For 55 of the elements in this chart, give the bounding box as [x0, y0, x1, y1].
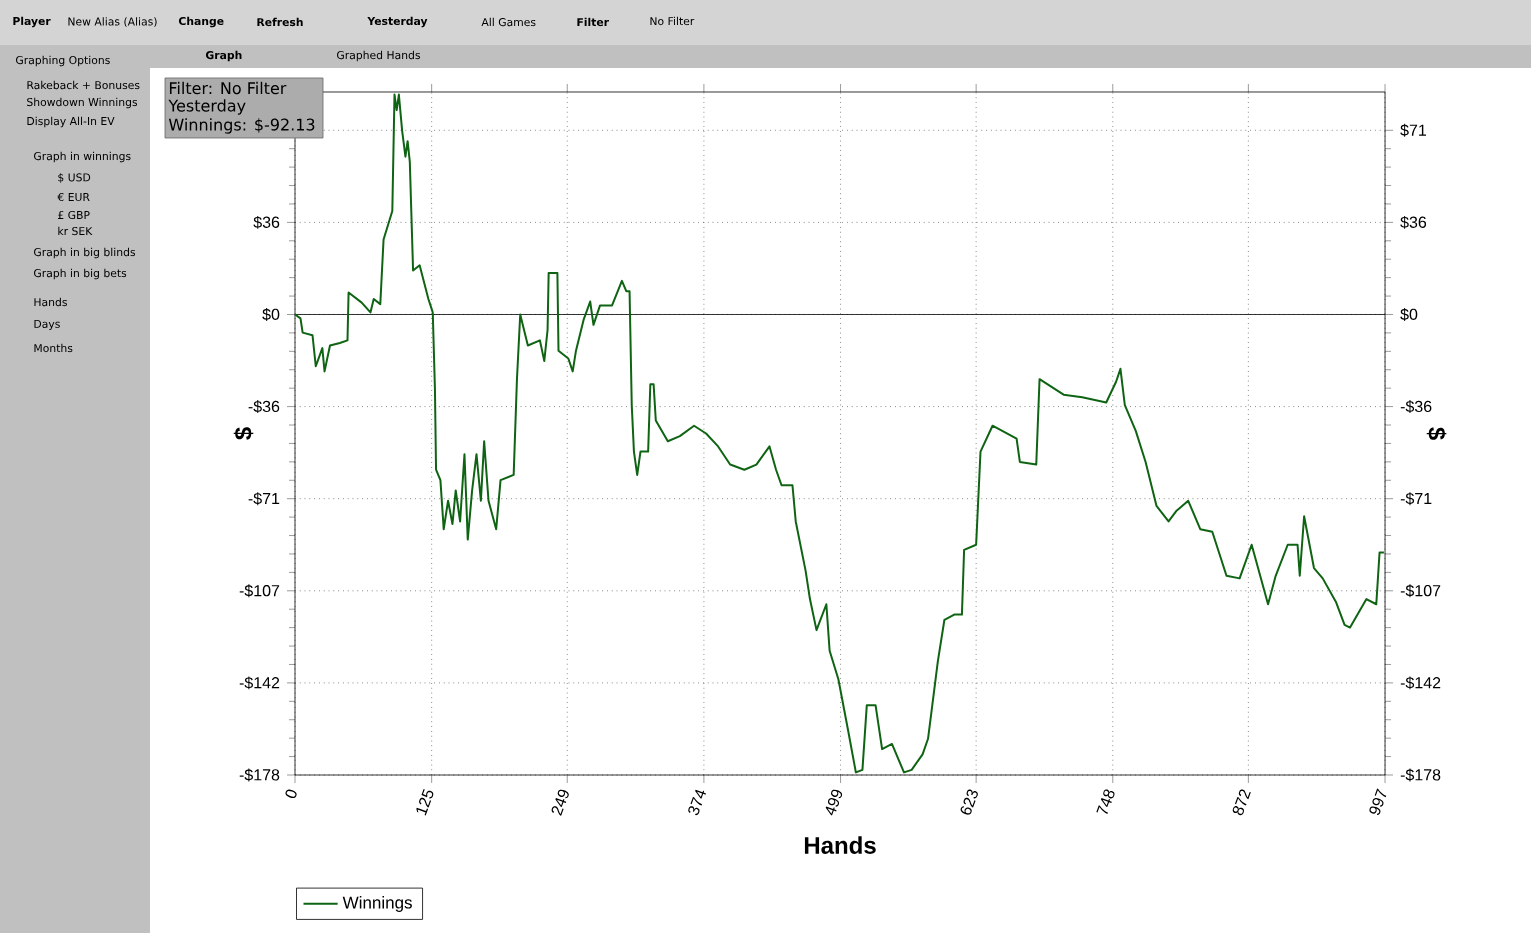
text: Refresh [257, 17, 303, 27]
y-tick-label: -$36 [248, 400, 280, 414]
x-tick-label: 125 [416, 789, 434, 816]
y2-axis-title: $ [1426, 427, 1447, 440]
y-tick-label: -$142 [239, 676, 280, 690]
text: Rakeback + Bonuses [27, 80, 140, 90]
text: Graphed Hands [337, 50, 420, 62]
text: New Alias (Alias) [68, 17, 157, 27]
text: Filter: No Filter [169, 81, 287, 95]
x-tick-label: 374 [688, 789, 706, 816]
text: Graph in winnings [34, 151, 131, 163]
text: Hands [34, 297, 67, 307]
text: Yesterday [367, 16, 428, 28]
y2-tick-label: $0 [1400, 308, 1418, 321]
y-tick-label: -$107 [239, 584, 280, 598]
text: Months [34, 343, 73, 353]
y2-tick-label: -$142 [1400, 676, 1441, 690]
text: £ GBP [58, 210, 90, 220]
y-tick-label: $0 [262, 308, 280, 321]
x-tick-label: 872 [1232, 789, 1251, 816]
y2-tick-label: $36 [1400, 215, 1427, 229]
x-tick-label: 499 [825, 789, 843, 816]
y-axis-title: $ [233, 427, 254, 440]
y2-tick-label: -$36 [1400, 400, 1432, 414]
y-tick-label: $36 [253, 215, 280, 229]
text: Display All-In EV [27, 116, 115, 128]
text: Yesterday [168, 99, 246, 115]
text: Days [34, 319, 60, 331]
text: No Filter [650, 16, 695, 26]
text: Player [13, 16, 51, 28]
text: Graph in big blinds [34, 247, 136, 259]
annotation: Winnings: $-92.13 [168, 118, 315, 134]
y-tick-label: -$178 [239, 768, 280, 782]
text: Graph in big bets [34, 268, 127, 280]
legend-label: Winnings [342, 896, 412, 912]
text: All Games [481, 17, 536, 27]
text: Graph [205, 50, 242, 62]
text: Showdown Winnings [27, 97, 138, 109]
y-tick-label: -$71 [248, 492, 280, 506]
x-tick-label: 997 [1369, 788, 1387, 815]
y2-tick-label: $71 [1400, 123, 1427, 137]
y2-tick-label: -$107 [1400, 584, 1441, 598]
y2-tick-label: -$178 [1400, 768, 1441, 782]
text: € EUR [57, 192, 90, 202]
x-tick-label: 748 [1096, 789, 1115, 814]
text: $ USD [58, 173, 91, 183]
x-axis-title: Hands [804, 836, 876, 854]
x-tick-label: 0 [285, 789, 297, 799]
y2-tick-label: -$71 [1400, 492, 1432, 506]
text: Graphing Options [16, 55, 110, 67]
x-tick-label: 249 [551, 789, 569, 816]
text: Filter [577, 17, 609, 27]
text: Change [178, 16, 224, 28]
text: kr SEK [58, 226, 93, 236]
x-tick-label: 623 [960, 789, 978, 815]
